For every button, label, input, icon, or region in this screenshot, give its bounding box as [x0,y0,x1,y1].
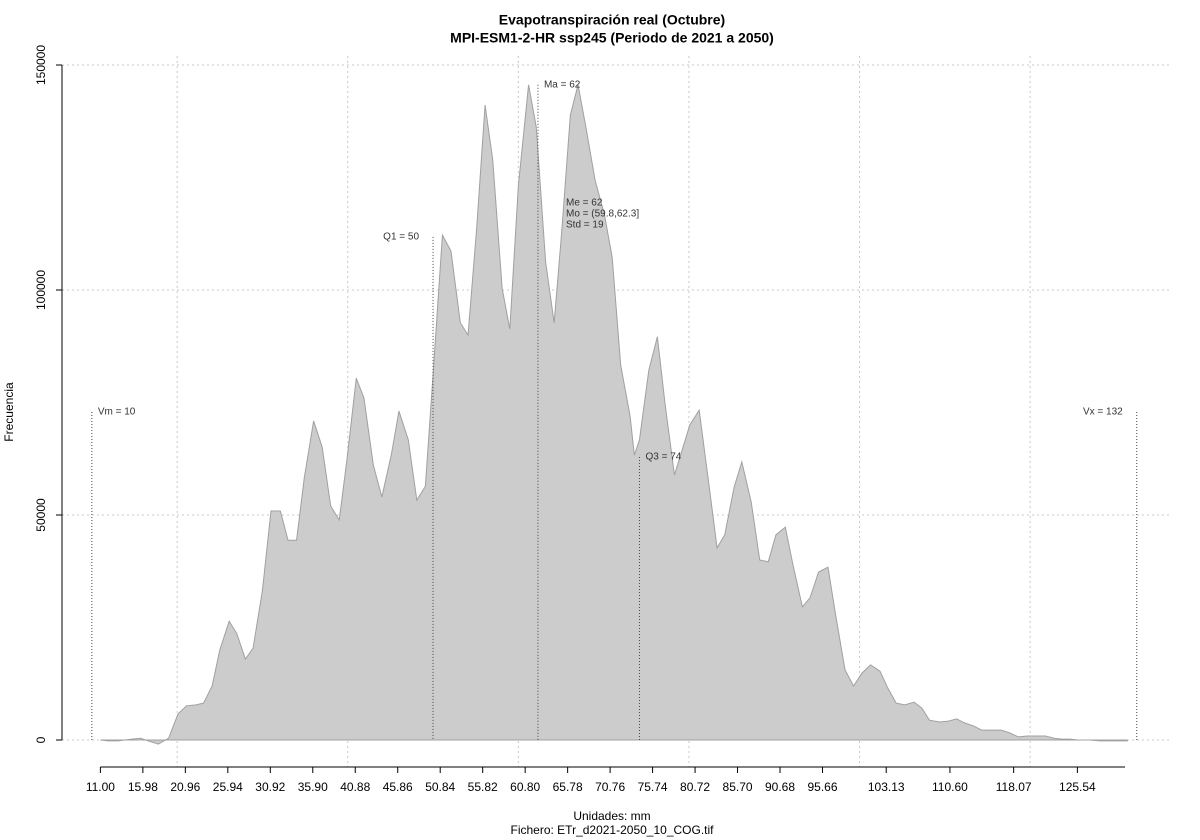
x-tick-label: 90.68 [765,780,795,794]
x-tick-label: 80.72 [680,780,710,794]
x-axis-label: Unidades: mm [573,809,650,823]
x-tick-label: 15.98 [128,780,158,794]
x-tick-label: 35.90 [298,780,328,794]
chart-subtitle: MPI-ESM1-2-HR ssp245 (Periodo de 2021 a … [450,30,774,46]
x-tick-label: 85.70 [723,780,753,794]
y-axis-label: Frecuencia [2,382,16,442]
x-tick-label: 125.54 [1059,780,1096,794]
x-tick-label: 70.76 [595,780,625,794]
x-tick-label: 25.94 [213,780,243,794]
y-tick-label: 50000 [34,498,48,532]
stats-label: Me = 62 [566,198,603,209]
annotation-label: Vm = 10 [98,407,136,418]
x-tick-label: 40.88 [340,780,370,794]
caption: Fichero: ETr_d2021-2050_10_COG.tif [511,823,715,837]
x-tick-label: 110.60 [932,780,968,794]
x-tick-label: 30.92 [255,780,285,794]
x-tick-label: 65.78 [553,780,583,794]
x-tick-label: 75.74 [638,780,668,794]
x-tick-label: 103.13 [868,780,905,794]
y-tick-label: 100000 [34,270,48,310]
area [100,84,1128,745]
x-tick-label: 45.86 [383,780,413,794]
stats-label: Mo = (59.8,62.3] [566,209,639,220]
annotation-label: Q3 = 74 [645,452,681,463]
x-tick-label: 20.96 [170,780,200,794]
x-tick-label: 118.07 [996,780,1032,794]
x-tick-label: 11.00 [86,780,115,794]
y-tick-label: 0 [34,736,48,743]
x-tick-label: 55.82 [468,780,498,794]
annotation-label: Vx = 132 [1083,407,1123,418]
stats-label: Std = 19 [566,220,604,231]
annotation-label: Ma = 62 [544,79,581,90]
x-tick-label: 60.80 [510,780,540,794]
annotation-label: Q1 = 50 [383,232,419,243]
x-tick-label: 95.66 [807,780,837,794]
chart-title: Evapotranspiración real (Octubre) [499,12,725,28]
x-tick-label: 50.84 [425,780,455,794]
y-tick-label: 150000 [34,45,48,85]
